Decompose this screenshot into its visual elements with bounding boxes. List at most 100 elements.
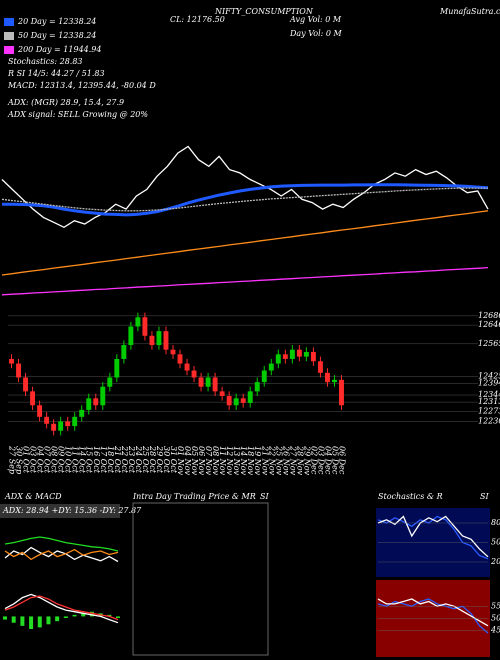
candle-body <box>23 377 29 392</box>
y-tick-label: 45 <box>490 626 500 635</box>
x-tick-label: 14 Nov <box>239 446 248 476</box>
x-tick-label: 12 Nov <box>225 446 234 476</box>
candle-body <box>72 416 78 427</box>
candle-body <box>282 354 288 359</box>
y-tick-label: 12425.15 <box>478 371 500 380</box>
panel-title: Stochastics & R <box>378 492 443 501</box>
series-line <box>4 593 119 624</box>
histogram-bar <box>20 616 25 626</box>
candle-body <box>212 377 218 392</box>
x-tick-label: 04 Dec <box>323 446 332 475</box>
x-tick-label: 29 Nov <box>302 445 311 476</box>
candle-body <box>184 363 190 371</box>
candle-body <box>9 358 14 364</box>
candle-body <box>324 372 330 383</box>
y-tick-label: 12646.1 <box>478 320 500 329</box>
candle-body <box>107 377 113 387</box>
candle-body <box>51 423 57 431</box>
annotation: NIFTY_CONSUMPTION <box>214 7 314 16</box>
x-tick-label: 07 Nov <box>204 446 213 476</box>
candle-body <box>240 398 246 403</box>
series-line <box>4 546 119 563</box>
series-line <box>4 595 119 621</box>
panel-frame <box>132 502 269 656</box>
legend-swatch <box>4 46 14 54</box>
x-tick-label: 11 Nov <box>218 446 227 476</box>
x-tick-label: 26 Nov <box>281 445 290 476</box>
candle-body <box>142 317 148 336</box>
x-tick-label: 04 Nov <box>183 446 192 476</box>
x-tick-label: 18 Nov <box>246 446 255 476</box>
y-tick-label: 55 <box>491 601 500 610</box>
panel-subtitle: SI <box>260 492 269 501</box>
histogram-bar <box>89 611 94 617</box>
x-tick-label: 07 Oct <box>43 446 52 474</box>
candle-body <box>198 377 204 387</box>
y-tick-label: 20 <box>490 557 500 566</box>
x-tick-label: 28 Oct <box>148 445 157 474</box>
histogram-bar <box>72 614 77 617</box>
annotation: MunafaSutra.com <box>439 7 500 16</box>
x-tick-label: 03 Oct <box>29 446 38 474</box>
legend-swatch <box>4 18 14 26</box>
histogram-bar <box>81 613 86 617</box>
series-line <box>4 548 119 561</box>
x-tick-label: 24 Oct <box>134 445 143 474</box>
histogram-bar <box>63 616 68 618</box>
y-tick-label: 12394.5 <box>478 378 500 387</box>
candle-body <box>79 409 85 417</box>
series-line <box>377 598 489 627</box>
x-tick-label: 21 Oct <box>113 445 122 474</box>
histogram-bar <box>37 616 42 628</box>
x-tick-label: 02 Dec <box>309 446 318 475</box>
histogram-bar <box>11 616 16 623</box>
candle-body <box>296 349 302 357</box>
x-tick-label: 30 Oct <box>162 446 171 474</box>
candle-body <box>233 398 239 406</box>
series-line <box>1 266 489 296</box>
x-tick-label: 01 Nov <box>176 446 185 476</box>
histogram-bar <box>3 616 7 620</box>
annotation: 50 Day = 12338.24 <box>18 31 96 40</box>
y-tick-label: 12230.1 <box>478 416 500 425</box>
x-tick-label: 19 Nov <box>253 446 262 476</box>
series-line <box>1 145 489 229</box>
x-tick-label: 27 Sep <box>8 445 17 474</box>
x-tick-label: 05 Nov <box>190 446 199 476</box>
legend-swatch <box>4 32 14 40</box>
candle-body <box>121 345 127 359</box>
x-tick-label: 10 Oct <box>64 446 73 474</box>
candle-body <box>170 349 176 355</box>
histogram-bar <box>107 614 112 617</box>
candle-body <box>275 354 281 364</box>
x-tick-label: 21 Nov <box>260 445 269 476</box>
x-tick-label: 27 Nov <box>288 445 297 476</box>
histogram-bar <box>55 616 60 622</box>
x-tick-label: 17 Oct <box>99 446 108 474</box>
annotation: R SI 14/5: 44.27 / 51.83 <box>7 69 105 78</box>
y-tick-label: 12273.75 <box>478 406 500 415</box>
candle-body <box>156 331 162 346</box>
annotation: Avg Vol: 0 M <box>289 15 342 24</box>
candle-body <box>268 363 274 371</box>
candle-body <box>219 391 225 396</box>
x-tick-label: 25 Oct <box>141 445 150 474</box>
candle-body <box>128 326 134 346</box>
annotation: Stochastics: 28.83 <box>8 57 83 66</box>
candle-body <box>261 370 267 383</box>
x-tick-label: 29 Oct <box>155 445 164 474</box>
candle-body <box>114 358 120 378</box>
candle-body <box>254 382 260 392</box>
candle-body <box>93 398 99 406</box>
candle-body <box>226 396 232 406</box>
candle-body <box>135 317 141 327</box>
reading-bg <box>0 504 120 518</box>
candle-body <box>37 405 43 417</box>
x-tick-label: 13 Nov <box>232 446 241 476</box>
x-tick-label: 06 Dec <box>337 446 346 475</box>
panel-subtitle: SI <box>480 492 489 501</box>
candle-body <box>86 398 92 410</box>
x-tick-label: 14 Oct <box>78 446 87 474</box>
panel-reading: ADX: 28.94 +DY: 15.36 -DY: 27.87 <box>2 506 142 515</box>
x-tick-label: 25 Nov <box>274 445 283 476</box>
